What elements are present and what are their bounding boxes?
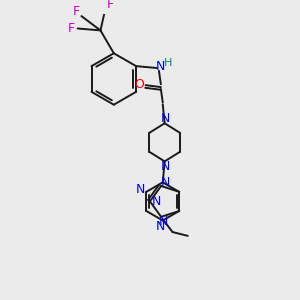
Text: N: N	[161, 160, 170, 173]
Text: H: H	[164, 58, 173, 68]
Text: F: F	[73, 5, 80, 18]
Text: N: N	[152, 195, 161, 208]
Text: N: N	[158, 215, 168, 228]
Text: N: N	[161, 112, 170, 125]
Text: O: O	[134, 78, 144, 91]
Text: N: N	[136, 184, 145, 196]
Text: N: N	[156, 60, 166, 73]
Text: N: N	[156, 220, 166, 233]
Text: N: N	[161, 176, 171, 189]
Text: F: F	[106, 0, 114, 11]
Text: F: F	[68, 22, 74, 35]
